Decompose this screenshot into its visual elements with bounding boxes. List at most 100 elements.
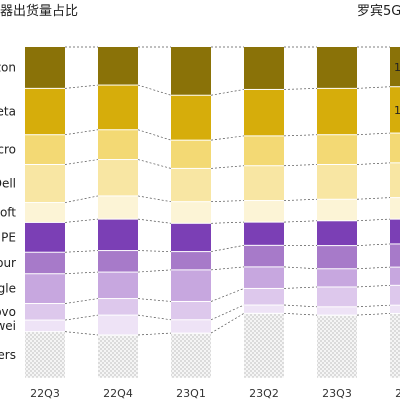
connector-line xyxy=(65,160,98,165)
connector-line xyxy=(138,160,171,169)
bar-segment-meta-23q3 xyxy=(317,89,357,134)
bar-segment-your-23q2 xyxy=(244,246,284,267)
connector-line xyxy=(65,332,98,335)
bar-segment-amazon-22q3 xyxy=(25,47,65,88)
series-labels: zon eta cro Dell oft PE our gle ovowei ers xyxy=(0,61,16,362)
connector-line xyxy=(65,196,98,203)
value-label: 1 xyxy=(394,104,400,117)
connector-line xyxy=(357,163,390,165)
bar-segment-google-23q1 xyxy=(171,270,211,301)
connector-line xyxy=(211,222,244,223)
bar-segment-google-23q4 xyxy=(390,268,400,285)
connector-line xyxy=(211,136,244,140)
connector-line xyxy=(357,133,390,135)
connector-line xyxy=(138,299,171,302)
connector-line xyxy=(357,305,390,307)
bar-segment-micro-23q2 xyxy=(244,136,284,165)
bar-segment-meta-22q4 xyxy=(98,86,138,130)
series-label: wei xyxy=(0,319,16,333)
connector-line xyxy=(357,87,390,89)
connector-line xyxy=(357,267,390,269)
bar-stacks xyxy=(25,47,400,378)
connector-line xyxy=(284,199,317,200)
bar-segment-micro-23q4 xyxy=(390,134,400,163)
x-tick-label: 23Q2 xyxy=(249,387,279,400)
connector-line xyxy=(138,219,171,223)
bar-segment-amazon-22q4 xyxy=(98,47,138,85)
connector-line xyxy=(211,89,244,95)
connector-line xyxy=(138,196,171,202)
bar-segment-google-23q2 xyxy=(244,267,284,288)
connector-line xyxy=(211,166,244,169)
bar-segment-lenovo-23q1 xyxy=(171,302,211,319)
bar-segment-micro-23q1 xyxy=(171,141,211,168)
bar-segment-micro-22q3 xyxy=(25,135,65,164)
bar-segment-meta-23q2 xyxy=(244,90,284,135)
connector-line xyxy=(284,267,317,269)
bar-segment-others-23q4 xyxy=(390,314,400,378)
connector-line xyxy=(357,219,390,221)
bar-segment-microsoft-22q4 xyxy=(98,196,138,218)
connector-line xyxy=(138,333,171,335)
connector-line xyxy=(211,313,244,333)
series-label: gle xyxy=(0,282,16,296)
series-label: zon xyxy=(0,61,16,75)
bar-segment-huawei-23q1 xyxy=(171,320,211,332)
bar-segment-lenovo-23q3 xyxy=(317,287,357,306)
connector-line xyxy=(357,244,390,246)
connector-line xyxy=(284,313,317,315)
connector-line xyxy=(65,315,98,320)
x-tick-label: 22Q3 xyxy=(30,387,60,400)
bar-segment-lenovo-23q2 xyxy=(244,289,284,305)
bar-segment-others-22q4 xyxy=(98,335,138,377)
connector-line xyxy=(357,313,390,315)
bar-segment-meta-23q1 xyxy=(171,96,211,140)
bar-segment-micro-23q3 xyxy=(317,135,357,164)
bar-segment-dell-23q3 xyxy=(317,165,357,199)
connector-line xyxy=(211,201,244,202)
bar-segment-hpe-23q2 xyxy=(244,223,284,245)
connector-line xyxy=(65,85,98,88)
connector-line xyxy=(65,130,98,135)
connector-line xyxy=(65,251,98,253)
x-tick-label: 23Q3 xyxy=(322,387,352,400)
series-label: Dell xyxy=(0,177,16,191)
connector-line xyxy=(138,315,171,320)
bar-segment-others-23q3 xyxy=(317,316,357,378)
bar-segment-google-23q3 xyxy=(317,269,357,286)
connector-line xyxy=(211,305,244,320)
bar-segment-micro-22q4 xyxy=(98,130,138,159)
x-tick-label: 22Q4 xyxy=(103,387,133,400)
series-label: oft xyxy=(0,206,16,220)
bar-segment-huawei-23q3 xyxy=(317,307,357,314)
chart-title: 器出货量占比 xyxy=(0,3,78,19)
bar-segment-hpe-23q1 xyxy=(171,224,211,251)
bar-segment-your-22q4 xyxy=(98,251,138,272)
bar-segment-your-23q4 xyxy=(390,244,400,266)
connector-line xyxy=(138,270,171,272)
connector-line xyxy=(357,198,390,200)
bar-segment-microsoft-23q1 xyxy=(171,202,211,223)
series-label: ers xyxy=(0,348,16,362)
bar-segment-hpe-22q4 xyxy=(98,220,138,250)
series-label: our xyxy=(0,256,16,270)
x-tick-label: 23Q4 xyxy=(395,387,400,400)
connector-line xyxy=(138,130,171,140)
bar-segment-your-23q3 xyxy=(317,246,357,268)
bar-segment-your-22q3 xyxy=(25,253,65,274)
bar-segment-dell-23q2 xyxy=(244,166,284,200)
bar-segment-your-23q1 xyxy=(171,252,211,269)
bar-segment-microsoft-23q4 xyxy=(390,198,400,219)
bar-segment-amazon-23q1 xyxy=(171,47,211,95)
connector-line xyxy=(211,267,244,270)
bar-segment-hpe-23q3 xyxy=(317,221,357,245)
series-label: PE xyxy=(1,230,16,244)
bar-segment-huawei-22q3 xyxy=(25,321,65,332)
series-label: ovo xyxy=(0,305,16,319)
bar-segment-google-22q3 xyxy=(25,274,65,303)
bar-segment-dell-23q1 xyxy=(171,169,211,201)
series-label: cro xyxy=(0,143,16,157)
series-label: eta xyxy=(0,105,16,119)
